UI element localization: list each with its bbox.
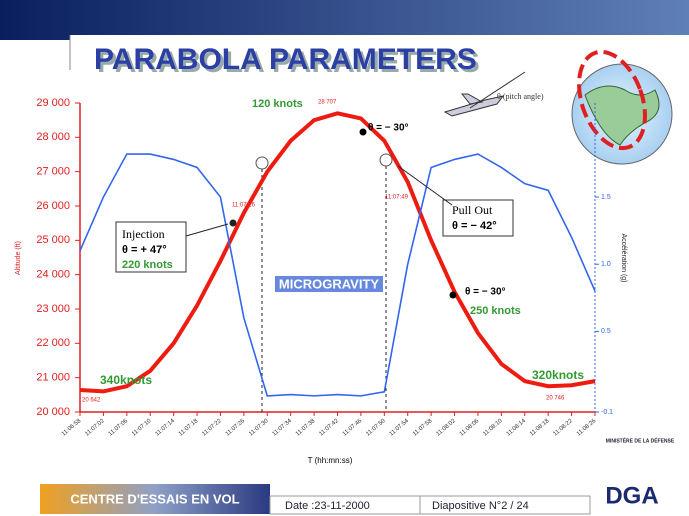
annotation: MICROGRAVITY (279, 276, 379, 291)
annotation: Pull Out (452, 203, 493, 217)
y-axis-label: Altitude (ft) (15, 241, 22, 275)
x-tick-label: 11:07:34 (272, 418, 294, 438)
annotation: 250 knots (470, 305, 521, 317)
title-shadow: PARABOLA PARAMETERS (97, 46, 480, 79)
annotation: Injection (122, 227, 165, 241)
x-tick-label: 11:07:30 (248, 418, 270, 438)
y2-tick-label: 1.5 (601, 194, 611, 201)
y-tick-label: 28 000 (36, 131, 70, 143)
y-tick-label: 21 000 (36, 372, 70, 384)
point-marker (449, 291, 457, 299)
y-tick-label: 26 000 (36, 200, 70, 212)
x-tick-label: 11:06:58 (61, 418, 83, 438)
pullout-box (442, 199, 514, 237)
x-tick-label: 11:07:02 (84, 418, 106, 438)
annotation: θ = − 30° (368, 123, 409, 134)
annotation: 28 707 (318, 100, 337, 106)
annotation: 11:07:26 (232, 203, 256, 209)
y-tick-label: 24 000 (36, 269, 70, 281)
annotation: 120 knots (252, 98, 303, 110)
annotation: 340knots (100, 373, 152, 387)
x-tick-label: 11:07:50 (365, 418, 387, 438)
x-tick-label: 11:07:58 (412, 418, 434, 438)
y-tick-label: 25 000 (36, 234, 70, 246)
y2-tick-label: -0.1 (601, 409, 613, 416)
annotation: 20 746 (546, 396, 565, 402)
footer-center: CENTRE D'ESSAIS EN VOL (70, 491, 239, 506)
y-tick-label: 23 000 (36, 303, 70, 315)
annotation: 320knots (532, 368, 584, 382)
annotation: 20 642 (82, 398, 101, 404)
x-tick-label: 11:07:42 (318, 418, 340, 438)
y2-tick-label: 1.0 (601, 261, 611, 268)
x-tick-label: 11:08:02 (435, 418, 457, 438)
x-tick-label: 11:07:54 (389, 418, 411, 438)
chart: 20 000 21 000 22 000 23 000 24 000 25 000 26 0… (15, 92, 627, 465)
logo: DGA (605, 482, 658, 509)
x-tick-label: 11:08:26 (576, 418, 598, 438)
x-axis-label: T (hh:mn:ss) (308, 456, 353, 465)
x-tick-label: 11:07:18 (178, 418, 200, 438)
x-tick-label: 11:07:14 (155, 418, 177, 438)
footer-slide: Diapositive N°2 / 24 (432, 500, 529, 512)
footer-date: Date :23-11-2000 (285, 500, 370, 512)
title-box (70, 35, 689, 85)
series-line (79, 111, 596, 394)
annotation: 220 knots (122, 259, 173, 271)
y-tick-label: 29 000 (36, 97, 70, 109)
y-tick-label: 27 000 (36, 166, 70, 178)
y2-axis-label: Accélération (g) (620, 233, 627, 282)
injection-arrow (185, 223, 229, 237)
annotation: 11:07:49 (385, 195, 409, 201)
orbit (577, 49, 647, 151)
x-tick-label: 11:07:38 (295, 418, 317, 438)
annotation: θ = − 30° (465, 287, 506, 298)
x-tick-label: 11:07:26 (225, 418, 247, 438)
annotation: θ (pitch angle) (497, 92, 544, 101)
footer-box (269, 495, 591, 515)
injection-box (115, 221, 187, 273)
x-tick-label: 11:08:18 (529, 418, 551, 438)
header-band (0, 0, 689, 40)
annotation: θ = + 47° (122, 244, 167, 256)
point-marker (359, 128, 367, 136)
series-line (79, 153, 596, 397)
x-tick-label: 11:08:14 (506, 418, 528, 438)
ministry: MINISTÈRE DE LA DÉFENSE (606, 436, 675, 444)
x-tick-label: 11:08:10 (482, 418, 504, 438)
y2-tick-label: 0.5 (601, 328, 611, 335)
mg-marker (255, 156, 269, 170)
continents (584, 85, 660, 146)
title: PARABOLA PARAMETERS (94, 43, 477, 76)
footer-band (40, 484, 270, 514)
y-tick-label: 20 000 (36, 406, 70, 418)
y-tick-label: 22 000 (36, 337, 70, 349)
mg-box (275, 276, 383, 292)
x-tick-label: 11:07:06 (108, 418, 130, 438)
annotation: θ = − 42° (452, 220, 497, 232)
x-tick-label: 11:07:10 (131, 418, 153, 438)
pitch-line (469, 71, 526, 109)
point-marker (229, 219, 237, 227)
x-tick-label: 11:08:22 (552, 418, 574, 438)
x-tick-label: 11:07:46 (342, 418, 364, 438)
x-tick-label: 11:08:06 (459, 418, 481, 438)
pullout-arrow (397, 165, 453, 206)
mg-marker (379, 153, 393, 167)
x-tick-label: 11:07:22 (201, 418, 223, 438)
